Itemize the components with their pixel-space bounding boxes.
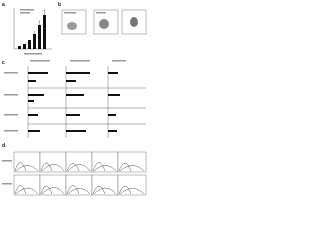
panel-b-plots <box>61 9 147 35</box>
panel-label: a <box>2 2 5 8</box>
panel-label: c <box>2 60 5 66</box>
panel-c-grid <box>4 60 146 138</box>
figure: a b c d <box>2 2 147 196</box>
panel-a-chart <box>13 8 52 55</box>
panel-label: d <box>2 143 5 149</box>
page: {"panels":[{"label":"a"},{"label":"b"},{… <box>0 0 150 199</box>
panel-d-histograms <box>2 151 147 196</box>
panel-label: b <box>58 2 61 8</box>
